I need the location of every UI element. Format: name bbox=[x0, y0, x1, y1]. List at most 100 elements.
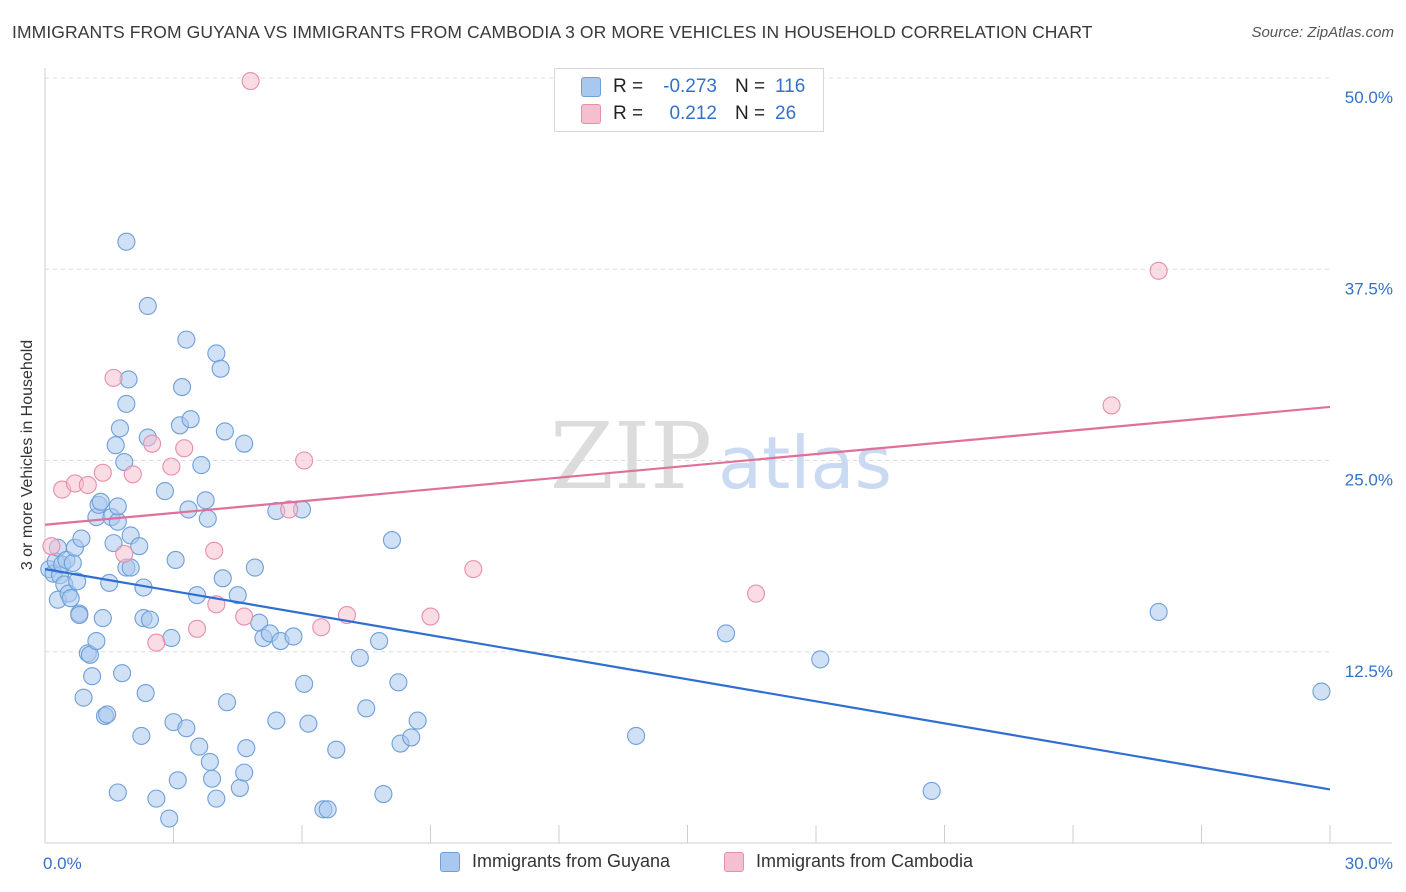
guyana-point bbox=[68, 572, 87, 591]
cambodia-point bbox=[93, 463, 112, 482]
x-tick-label: 0.0% bbox=[43, 854, 82, 873]
guyana-point bbox=[113, 664, 132, 683]
guyana-point bbox=[922, 781, 941, 801]
guyana-point bbox=[408, 711, 427, 730]
guyana-point bbox=[207, 344, 226, 363]
y-tick-label: 37.5% bbox=[1345, 279, 1393, 298]
trendlines bbox=[44, 405, 1331, 791]
guyana-point bbox=[140, 610, 159, 629]
guyana-point bbox=[166, 550, 185, 570]
cambodia-point bbox=[1149, 261, 1168, 280]
guyana-point bbox=[162, 628, 181, 648]
cambodia-point bbox=[104, 368, 123, 387]
guyana-point bbox=[138, 296, 157, 316]
cambodia-point bbox=[143, 434, 162, 453]
guyana-point bbox=[1149, 602, 1168, 622]
guyana-point bbox=[108, 497, 127, 516]
guyana-points bbox=[40, 232, 1331, 828]
guyana-point bbox=[72, 529, 91, 548]
legend-item-cambodia[interactable]: Immigrants from Cambodia bbox=[724, 851, 973, 872]
guyana-point bbox=[168, 771, 187, 790]
guyana-point bbox=[83, 667, 102, 686]
n-value: 116 bbox=[775, 76, 806, 97]
cambodia-point bbox=[295, 451, 314, 470]
guyana-point bbox=[192, 456, 211, 475]
guyana-point bbox=[295, 674, 314, 693]
guyana-point bbox=[350, 648, 369, 667]
guyana-point bbox=[181, 410, 200, 429]
guyana-point bbox=[98, 705, 117, 724]
cambodia-point bbox=[312, 618, 331, 637]
guyana-point bbox=[217, 693, 237, 712]
guyana-point bbox=[117, 394, 136, 413]
guyana-point bbox=[211, 359, 230, 378]
y-tick-label: 25.0% bbox=[1345, 471, 1393, 490]
guyana-point bbox=[177, 330, 196, 349]
guyana-point bbox=[716, 624, 736, 643]
guyana-point bbox=[132, 726, 151, 745]
guyana-point bbox=[91, 492, 110, 511]
guyana-point bbox=[235, 763, 254, 782]
guyana-point bbox=[179, 500, 198, 519]
r-label: R = bbox=[613, 76, 644, 97]
cambodia-point bbox=[115, 544, 134, 563]
legend-row-guyana: R = -0.273 N = 116 bbox=[581, 75, 805, 99]
r-label: R = bbox=[613, 103, 644, 124]
cambodia-point bbox=[464, 560, 483, 579]
guyana-legend-swatch bbox=[440, 851, 460, 872]
cambodia-point bbox=[241, 72, 260, 91]
cambodia-point bbox=[188, 619, 207, 638]
guyana-point bbox=[115, 452, 134, 472]
guyana-point bbox=[213, 569, 232, 588]
guyana-point bbox=[198, 509, 217, 528]
n-label: N = bbox=[735, 76, 766, 97]
grid-lines bbox=[45, 77, 1330, 653]
guyana-point bbox=[190, 737, 209, 756]
guyana-point bbox=[155, 482, 174, 501]
n-value: 26 bbox=[775, 103, 797, 124]
legend-item-guyana[interactable]: Immigrants from Guyana bbox=[440, 851, 670, 872]
guyana-point bbox=[357, 699, 376, 718]
guyana-point bbox=[108, 512, 127, 531]
y-tick-label: 12.5% bbox=[1345, 662, 1393, 681]
guyana-point bbox=[130, 537, 149, 556]
cambodia-point bbox=[78, 475, 97, 495]
guyana-point bbox=[173, 378, 192, 397]
guyana-point bbox=[108, 783, 127, 802]
guyana-point bbox=[245, 558, 264, 577]
guyana-point bbox=[627, 726, 646, 745]
guyana-point bbox=[299, 714, 318, 733]
guyana-point bbox=[1312, 682, 1331, 701]
watermark-atlas: atlas bbox=[718, 421, 892, 505]
series-legend: Immigrants from Guyana Immigrants from C… bbox=[0, 851, 1406, 877]
guyana-point bbox=[370, 631, 389, 651]
watermark: ZIP atlas bbox=[550, 403, 892, 510]
legend-label-guyana: Immigrants from Guyana bbox=[472, 851, 671, 871]
guyana-point bbox=[74, 688, 93, 707]
guyana-point bbox=[235, 434, 254, 453]
guyana-point bbox=[106, 436, 125, 455]
guyana-point bbox=[284, 627, 303, 646]
cambodia-point bbox=[205, 541, 224, 560]
guyana-point bbox=[811, 650, 830, 669]
guyana-point bbox=[147, 789, 166, 808]
guyana-point bbox=[136, 684, 155, 703]
guyana-point bbox=[63, 553, 82, 573]
cambodia-point bbox=[123, 465, 142, 484]
guyana-point bbox=[267, 711, 286, 730]
cambodia-points bbox=[42, 72, 1168, 652]
source-credit: Source: ZipAtlas.com bbox=[1251, 24, 1394, 41]
legend-row-cambodia: R = 0.212 N = 26 bbox=[581, 102, 805, 126]
guyana-swatch bbox=[581, 77, 601, 97]
guyana-point bbox=[110, 419, 130, 438]
guyana-point bbox=[61, 589, 80, 608]
guyana-point bbox=[215, 422, 234, 441]
guyana-trendline bbox=[44, 568, 1331, 791]
guyana-point bbox=[327, 740, 346, 759]
n-label: N = bbox=[735, 103, 766, 124]
cambodia-trendline bbox=[44, 405, 1331, 526]
guyana-point bbox=[237, 739, 256, 758]
watermark-zip: ZIP bbox=[550, 403, 712, 510]
cambodia-legend-swatch bbox=[724, 851, 744, 872]
guyana-point bbox=[87, 631, 106, 651]
